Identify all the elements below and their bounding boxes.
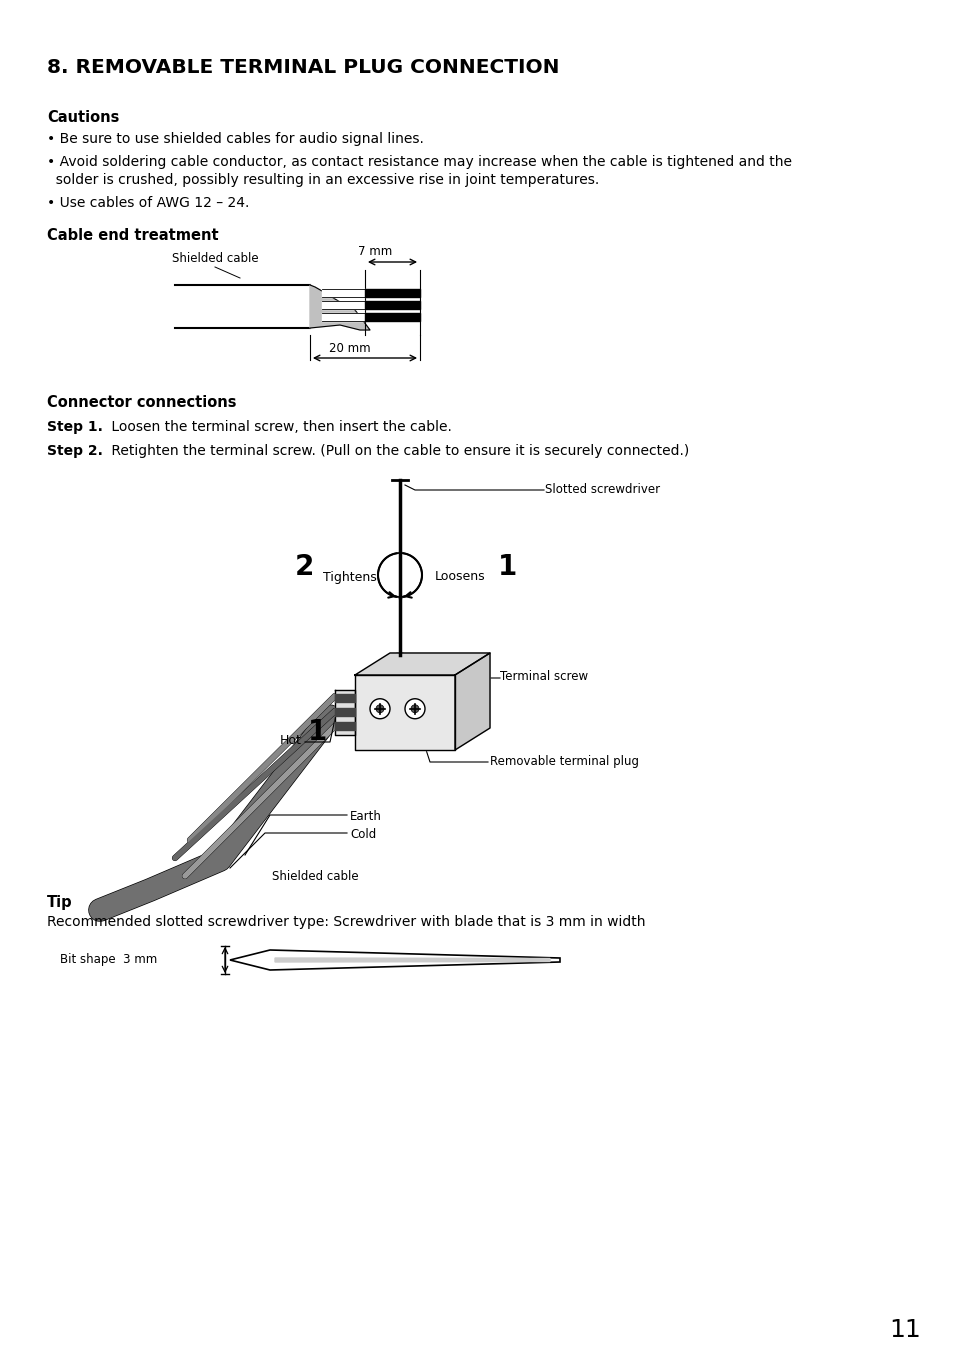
Circle shape — [375, 705, 384, 713]
Text: 2: 2 — [294, 553, 314, 581]
Polygon shape — [355, 653, 490, 676]
Text: • Use cables of AWG 12 – 24.: • Use cables of AWG 12 – 24. — [47, 196, 249, 209]
Polygon shape — [274, 958, 550, 962]
Polygon shape — [455, 653, 490, 750]
Text: Slotted screwdriver: Slotted screwdriver — [544, 484, 659, 496]
Text: 1: 1 — [497, 553, 517, 581]
Text: Terminal screw: Terminal screw — [499, 670, 587, 684]
Polygon shape — [310, 285, 370, 330]
Text: 11: 11 — [888, 1319, 920, 1342]
Text: Hot: Hot — [280, 734, 301, 747]
Text: Shielded cable: Shielded cable — [272, 870, 358, 884]
Text: 1: 1 — [308, 717, 327, 746]
Text: Cautions: Cautions — [47, 109, 119, 126]
Text: Earth: Earth — [350, 811, 381, 823]
Text: Tip: Tip — [47, 894, 72, 911]
Circle shape — [377, 553, 421, 597]
Text: 8. REMOVABLE TERMINAL PLUG CONNECTION: 8. REMOVABLE TERMINAL PLUG CONNECTION — [47, 58, 558, 77]
Text: Step 2.: Step 2. — [47, 444, 103, 458]
Text: 7 mm: 7 mm — [357, 245, 392, 258]
Text: Connector connections: Connector connections — [47, 394, 236, 409]
Polygon shape — [230, 950, 559, 970]
Text: Removable terminal plug: Removable terminal plug — [490, 755, 639, 767]
Circle shape — [411, 705, 418, 713]
Polygon shape — [335, 690, 355, 735]
Text: • Avoid soldering cable conductor, as contact resistance may increase when the c: • Avoid soldering cable conductor, as co… — [47, 155, 791, 169]
Text: • Be sure to use shielded cables for audio signal lines.: • Be sure to use shielded cables for aud… — [47, 132, 423, 146]
Text: Shielded cable: Shielded cable — [172, 253, 258, 265]
Circle shape — [370, 698, 390, 719]
Text: Tightens: Tightens — [323, 570, 376, 584]
Circle shape — [405, 698, 424, 719]
Text: Cold: Cold — [350, 828, 375, 842]
Text: Bit shape  3 mm: Bit shape 3 mm — [60, 954, 157, 966]
Text: 20 mm: 20 mm — [329, 342, 371, 355]
Polygon shape — [355, 676, 455, 750]
Text: Retighten the terminal screw. (Pull on the cable to ensure it is securely connec: Retighten the terminal screw. (Pull on t… — [107, 444, 688, 458]
Text: Cable end treatment: Cable end treatment — [47, 228, 218, 243]
Text: Loosen the terminal screw, then insert the cable.: Loosen the terminal screw, then insert t… — [107, 420, 452, 434]
Text: Recommended slotted screwdriver type: Screwdriver with blade that is 3 mm in wid: Recommended slotted screwdriver type: Sc… — [47, 915, 645, 929]
Text: Loosens: Loosens — [435, 570, 485, 584]
Text: Step 1.: Step 1. — [47, 420, 103, 434]
Text: solder is crushed, possibly resulting in an excessive rise in joint temperatures: solder is crushed, possibly resulting in… — [47, 173, 598, 186]
